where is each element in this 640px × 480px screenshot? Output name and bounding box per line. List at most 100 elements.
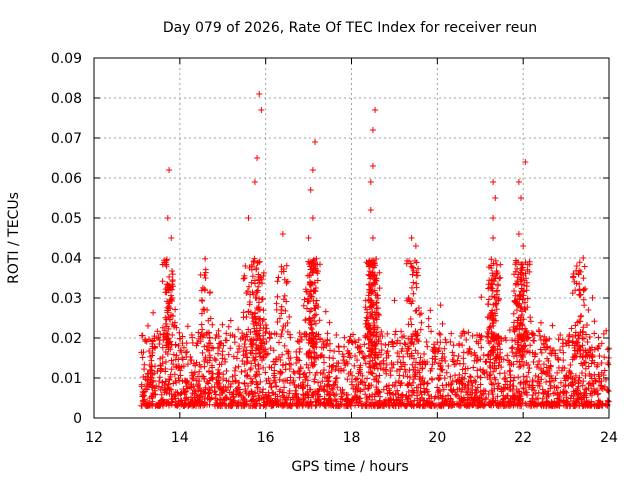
data-point — [571, 344, 578, 351]
data-point — [346, 401, 353, 408]
data-point — [477, 366, 484, 373]
data-point — [456, 402, 463, 409]
data-point — [567, 362, 574, 369]
x-tick-label: 16 — [257, 430, 275, 446]
data-point — [375, 388, 382, 395]
data-point — [159, 360, 166, 367]
data-point — [147, 381, 154, 388]
x-axis-label: GPS time / hours — [291, 459, 408, 475]
data-point — [220, 371, 227, 378]
data-point — [142, 373, 149, 380]
data-point — [369, 346, 376, 353]
data-point — [456, 385, 463, 392]
data-point — [146, 395, 153, 402]
data-point — [431, 359, 438, 366]
data-point — [187, 399, 194, 406]
data-point — [168, 386, 175, 393]
data-point — [510, 353, 517, 360]
data-point — [378, 347, 385, 354]
data-point — [595, 397, 602, 404]
data-point — [586, 334, 593, 341]
data-point — [292, 393, 299, 400]
data-point — [307, 287, 314, 294]
data-point — [376, 397, 383, 404]
data-point — [579, 342, 586, 349]
data-point — [513, 259, 520, 266]
data-point — [241, 361, 248, 368]
data-point — [204, 359, 211, 366]
data-point — [414, 337, 421, 344]
data-point — [542, 346, 549, 353]
data-point — [524, 261, 531, 268]
data-point — [563, 373, 570, 380]
data-point — [520, 243, 527, 249]
data-point — [526, 365, 533, 372]
data-point — [232, 364, 239, 371]
data-point — [534, 395, 541, 402]
data-point — [297, 333, 304, 340]
data-point — [439, 367, 446, 374]
data-point — [188, 357, 195, 364]
data-point — [320, 340, 327, 347]
data-point — [529, 376, 536, 383]
data-point — [270, 372, 277, 379]
data-point — [440, 386, 447, 393]
data-point — [493, 268, 500, 275]
data-point — [349, 395, 356, 402]
data-point — [280, 296, 287, 303]
data-point — [303, 305, 310, 312]
data-point — [276, 339, 283, 346]
data-point — [491, 278, 498, 285]
data-point — [585, 363, 592, 370]
data-point — [257, 342, 264, 349]
data-point — [308, 321, 315, 328]
data-point — [323, 391, 330, 398]
data-point — [314, 387, 321, 394]
data-point — [496, 359, 503, 366]
data-point — [343, 398, 350, 405]
data-point — [297, 364, 304, 371]
data-point — [240, 275, 247, 282]
data-point — [245, 382, 252, 389]
data-point — [169, 271, 176, 278]
data-point — [231, 339, 238, 346]
data-point — [471, 357, 478, 364]
data-point — [489, 287, 496, 294]
data-point — [201, 375, 208, 382]
data-point — [436, 330, 443, 337]
data-point — [337, 365, 344, 372]
data-point — [291, 370, 298, 377]
data-point — [531, 387, 538, 394]
data-point — [568, 370, 575, 377]
data-point — [211, 355, 218, 362]
data-point — [265, 394, 272, 401]
data-point — [478, 294, 485, 301]
data-point — [490, 322, 497, 329]
data-point — [255, 320, 262, 327]
data-point — [173, 379, 180, 386]
data-point — [345, 339, 352, 346]
data-point — [507, 398, 514, 405]
data-point — [306, 369, 313, 376]
data-point — [519, 296, 526, 303]
data-point — [154, 328, 161, 335]
data-point — [371, 354, 378, 361]
data-point — [496, 275, 503, 282]
data-point — [201, 343, 208, 350]
data-point — [455, 353, 462, 360]
data-point — [240, 394, 247, 401]
data-point — [579, 329, 586, 336]
data-point — [511, 396, 518, 403]
data-point — [255, 361, 262, 368]
data-point — [220, 342, 227, 349]
data-point — [375, 402, 382, 409]
data-point — [450, 342, 457, 349]
data-point — [149, 349, 156, 356]
data-point — [427, 367, 434, 374]
data-point — [508, 345, 515, 352]
data-point — [473, 387, 480, 394]
data-point — [570, 381, 577, 388]
data-point — [418, 391, 425, 398]
data-point — [573, 353, 580, 360]
data-point — [351, 338, 358, 345]
